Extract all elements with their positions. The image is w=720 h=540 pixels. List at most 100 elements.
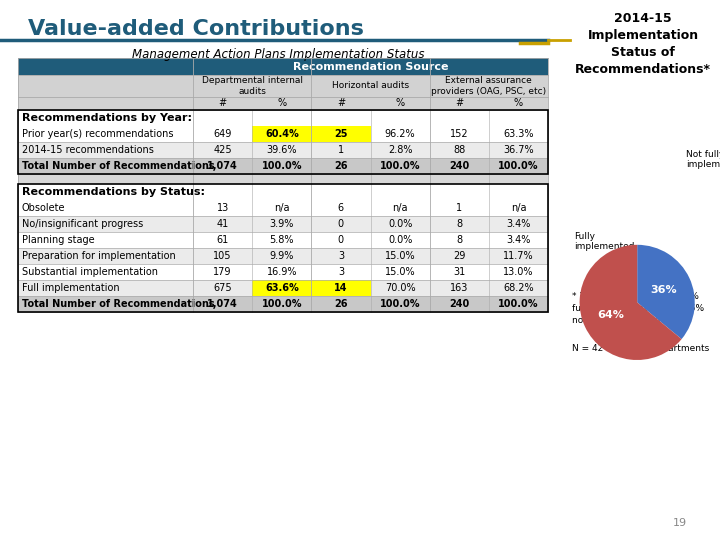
Text: 675: 675 xyxy=(213,283,232,293)
Bar xyxy=(489,296,548,312)
Text: 2014-15
Implementation
Status of
Recommendations*: 2014-15 Implementation Status of Recomme… xyxy=(575,12,711,76)
Text: 240: 240 xyxy=(449,161,469,171)
Text: N = 42 reporting departments: N = 42 reporting departments xyxy=(572,344,709,353)
Text: 31: 31 xyxy=(453,267,465,277)
Bar xyxy=(311,75,430,97)
Bar xyxy=(18,110,548,126)
Text: 1: 1 xyxy=(456,203,462,213)
Bar xyxy=(311,264,371,280)
Text: Preparation for implementation: Preparation for implementation xyxy=(22,251,176,261)
Bar xyxy=(18,75,193,97)
Bar xyxy=(489,142,548,158)
Bar xyxy=(18,158,193,174)
Text: Departmental internal
audits: Departmental internal audits xyxy=(202,76,302,96)
Text: 36%: 36% xyxy=(650,285,677,295)
Bar xyxy=(18,184,548,312)
Text: Management Action Plans Implementation Status: Management Action Plans Implementation S… xyxy=(132,48,424,61)
Text: 152: 152 xyxy=(450,129,469,139)
Text: 64%: 64% xyxy=(598,309,624,320)
Text: 36.7%: 36.7% xyxy=(503,145,534,155)
Bar xyxy=(430,158,489,174)
Text: 26: 26 xyxy=(334,299,348,309)
Bar xyxy=(252,158,311,174)
Text: 16.9%: 16.9% xyxy=(266,267,297,277)
Bar xyxy=(193,142,252,158)
Text: Recommendation Source: Recommendation Source xyxy=(293,62,449,71)
Text: 0.0%: 0.0% xyxy=(388,235,413,245)
Bar xyxy=(430,75,548,97)
Text: 9.9%: 9.9% xyxy=(269,251,294,261)
Bar xyxy=(193,126,252,142)
Text: %: % xyxy=(395,98,405,109)
Text: 6: 6 xyxy=(338,203,344,213)
Text: 25: 25 xyxy=(334,129,348,139)
Bar xyxy=(311,142,371,158)
Bar xyxy=(193,200,252,216)
Bar xyxy=(252,264,311,280)
Bar xyxy=(311,232,371,248)
Bar xyxy=(371,280,430,296)
Text: 1,074: 1,074 xyxy=(207,299,238,309)
Text: 8: 8 xyxy=(456,235,462,245)
Bar xyxy=(489,264,548,280)
Bar xyxy=(489,232,548,248)
Text: 60.4%: 60.4% xyxy=(265,129,299,139)
Bar xyxy=(371,264,430,280)
Bar xyxy=(311,280,371,296)
Bar xyxy=(18,264,193,280)
Bar xyxy=(311,248,371,264)
Bar xyxy=(371,216,430,232)
Bar xyxy=(430,296,489,312)
Text: Fully
implemented: Fully implemented xyxy=(574,232,634,252)
Text: 100.0%: 100.0% xyxy=(380,161,420,171)
Text: 11.7%: 11.7% xyxy=(503,251,534,261)
Bar xyxy=(430,97,489,110)
Bar xyxy=(371,142,430,158)
Text: 39.6%: 39.6% xyxy=(266,145,297,155)
Bar xyxy=(489,248,548,264)
Text: Recommendations by Status:: Recommendations by Status: xyxy=(22,187,205,197)
Bar xyxy=(430,264,489,280)
Text: 13.0%: 13.0% xyxy=(503,267,534,277)
Bar xyxy=(252,280,311,296)
Text: 100.0%: 100.0% xyxy=(261,161,302,171)
Bar xyxy=(18,184,548,200)
Bar xyxy=(489,126,548,142)
Bar xyxy=(430,248,489,264)
Text: 88: 88 xyxy=(453,145,465,155)
Text: 13: 13 xyxy=(217,203,229,213)
Text: 2014-15 recommendations: 2014-15 recommendations xyxy=(22,145,154,155)
Bar xyxy=(371,232,430,248)
Text: Horizontal audits: Horizontal audits xyxy=(332,82,409,91)
Text: 14: 14 xyxy=(334,283,348,293)
Bar xyxy=(18,200,193,216)
Text: External assurance
providers (OAG, PSC, etc): External assurance providers (OAG, PSC, … xyxy=(431,76,546,96)
Text: 649: 649 xyxy=(213,129,232,139)
Bar xyxy=(18,174,548,184)
Bar xyxy=(252,216,311,232)
Text: #: # xyxy=(455,98,463,109)
Bar xyxy=(489,280,548,296)
Bar xyxy=(311,158,371,174)
Bar xyxy=(430,280,489,296)
Text: 8: 8 xyxy=(456,219,462,229)
Text: 100.0%: 100.0% xyxy=(261,299,302,309)
Bar xyxy=(371,97,430,110)
Bar xyxy=(430,142,489,158)
Text: Total Number of Recommendations: Total Number of Recommendations xyxy=(22,299,215,309)
Bar xyxy=(252,142,311,158)
Bar xyxy=(311,216,371,232)
Text: %: % xyxy=(514,98,523,109)
Bar xyxy=(193,264,252,280)
Text: No/insignificant progress: No/insignificant progress xyxy=(22,219,143,229)
Bar xyxy=(18,58,193,75)
Bar xyxy=(18,280,193,296)
Text: #: # xyxy=(337,98,345,109)
Bar xyxy=(489,216,548,232)
Bar xyxy=(252,248,311,264)
Text: 163: 163 xyxy=(450,283,469,293)
Text: 63.3%: 63.3% xyxy=(503,129,534,139)
Bar xyxy=(18,216,193,232)
Text: 179: 179 xyxy=(213,267,232,277)
Bar xyxy=(371,248,430,264)
